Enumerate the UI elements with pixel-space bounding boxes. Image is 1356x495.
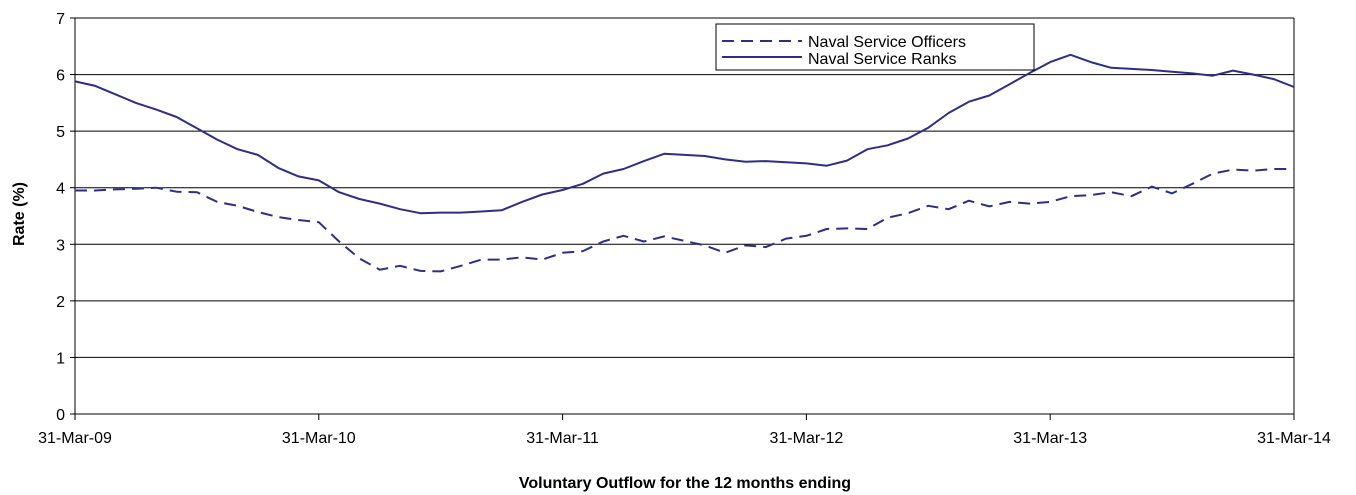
x-tick-label: 31-Mar-09 — [38, 430, 112, 447]
y-tick-label: 6 — [56, 68, 65, 85]
x-tick-label: 31-Mar-14 — [1257, 430, 1331, 447]
x-tick-label: 31-Mar-11 — [526, 430, 599, 447]
legend: Naval Service Officers Naval Service Ran… — [715, 23, 1035, 71]
x-tick-labels: 31-Mar-09 31-Mar-10 31-Mar-11 31-Mar-12 31-M… — [38, 430, 1331, 447]
gridlines — [75, 17, 1294, 415]
y-tick-label: 1 — [56, 350, 65, 367]
y-axis-title: Rate (%) — [11, 182, 28, 246]
y-tick-label: 3 — [56, 237, 65, 254]
x-tick-label: 31-Mar-10 — [282, 430, 356, 447]
series-line-officers — [75, 168, 1294, 273]
y-tick-labels: 0 1 2 3 4 5 6 7 — [56, 11, 65, 424]
x-tick-label: 31-Mar-12 — [769, 430, 843, 447]
x-tick-label: 31-Mar-13 — [1013, 430, 1087, 447]
y-tick-label: 0 — [56, 407, 65, 424]
y-tick-label: 5 — [56, 124, 65, 141]
series-lines — [74, 53, 1295, 273]
y-tick-label: 7 — [56, 11, 65, 28]
series-line-ranks — [74, 53, 1295, 215]
legend-label-ranks: Naval Service Ranks — [808, 51, 957, 68]
x-axis-title: Voluntary Outflow for the 12 months endi… — [519, 475, 851, 492]
legend-label-officers: Naval Service Officers — [808, 34, 966, 51]
axes — [70, 17, 1295, 420]
y-tick-label: 2 — [56, 294, 65, 311]
legend-box — [715, 23, 1035, 71]
y-tick-label: 4 — [56, 181, 65, 198]
